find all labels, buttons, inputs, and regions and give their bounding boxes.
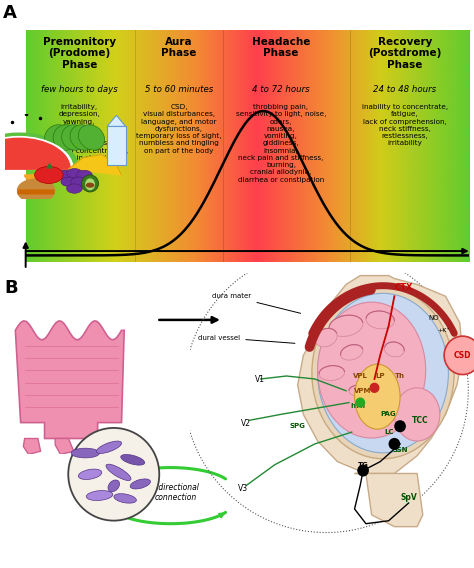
Text: LP: LP — [375, 373, 385, 379]
Circle shape — [66, 169, 82, 178]
Polygon shape — [15, 321, 124, 438]
Text: V3: V3 — [238, 484, 248, 493]
Text: VPL: VPL — [353, 373, 368, 379]
Circle shape — [395, 421, 405, 432]
Text: A: A — [3, 4, 17, 22]
Ellipse shape — [70, 125, 96, 150]
Circle shape — [444, 336, 474, 374]
Ellipse shape — [53, 125, 79, 150]
Circle shape — [356, 398, 365, 407]
Ellipse shape — [78, 469, 102, 479]
Ellipse shape — [130, 479, 150, 489]
Circle shape — [370, 383, 379, 392]
Ellipse shape — [71, 448, 100, 458]
Circle shape — [389, 438, 400, 449]
Text: 5 to 60 minutes: 5 to 60 minutes — [145, 85, 213, 94]
Text: NO: NO — [428, 315, 439, 321]
Circle shape — [358, 465, 368, 476]
Polygon shape — [355, 474, 423, 527]
Polygon shape — [25, 176, 56, 193]
Text: dural vessel: dural vessel — [198, 335, 295, 343]
Wedge shape — [18, 191, 55, 202]
Polygon shape — [107, 115, 126, 126]
Text: Bidirectional
connection: Bidirectional connection — [151, 483, 200, 502]
Text: CSD,
visual disturbances,
language, and motor
dysfunctions,
temporary loss of si: CSD, visual disturbances, language, and … — [136, 104, 222, 153]
Polygon shape — [23, 438, 41, 454]
Ellipse shape — [45, 125, 70, 150]
Circle shape — [35, 166, 63, 183]
Polygon shape — [25, 175, 56, 192]
Ellipse shape — [366, 311, 394, 329]
Polygon shape — [298, 275, 463, 474]
Text: 4 to 72 hours: 4 to 72 hours — [252, 85, 310, 94]
Circle shape — [61, 177, 76, 186]
Text: CSD: CSD — [454, 351, 471, 360]
Ellipse shape — [82, 175, 99, 192]
Text: Aura
Phase: Aura Phase — [161, 36, 197, 58]
Ellipse shape — [349, 385, 372, 396]
Ellipse shape — [319, 366, 345, 381]
FancyBboxPatch shape — [107, 126, 126, 165]
Ellipse shape — [85, 178, 95, 190]
Ellipse shape — [340, 345, 363, 360]
Circle shape — [66, 184, 82, 193]
Ellipse shape — [318, 293, 448, 453]
Text: hTh: hTh — [350, 403, 365, 408]
Circle shape — [68, 428, 159, 521]
Text: LC: LC — [384, 429, 393, 435]
Text: TCC: TCC — [411, 416, 428, 425]
Wedge shape — [0, 138, 70, 169]
Ellipse shape — [329, 315, 363, 336]
Ellipse shape — [108, 480, 119, 492]
Ellipse shape — [121, 454, 145, 465]
Circle shape — [71, 177, 86, 186]
Polygon shape — [55, 438, 74, 454]
Ellipse shape — [318, 302, 426, 438]
Text: inability to concentrate,
fatigue,
lack of comprehension,
neck stiffness,
restle: inability to concentrate, fatigue, lack … — [362, 104, 448, 147]
Wedge shape — [18, 179, 55, 190]
Ellipse shape — [114, 494, 137, 503]
Ellipse shape — [78, 125, 105, 150]
Circle shape — [76, 170, 92, 179]
Text: few hours to days: few hours to days — [41, 85, 118, 94]
FancyBboxPatch shape — [18, 190, 55, 194]
Text: CTX: CTX — [394, 283, 413, 293]
Ellipse shape — [384, 342, 404, 357]
Text: TG: TG — [358, 462, 368, 467]
Text: Premonitory
(Prodome)
Phase: Premonitory (Prodome) Phase — [43, 36, 116, 70]
Polygon shape — [69, 154, 121, 175]
Circle shape — [56, 170, 72, 179]
Text: +K⁺: +K⁺ — [437, 328, 450, 333]
Ellipse shape — [355, 364, 400, 429]
Ellipse shape — [86, 491, 113, 500]
Text: SpV: SpV — [400, 492, 417, 502]
Ellipse shape — [312, 287, 454, 459]
Wedge shape — [0, 133, 79, 169]
Text: 24 to 48 hours: 24 to 48 hours — [374, 85, 437, 94]
Ellipse shape — [97, 441, 121, 453]
Ellipse shape — [394, 388, 440, 441]
Text: Headache
Phase: Headache Phase — [252, 36, 310, 58]
Text: B: B — [5, 278, 18, 296]
Text: Th: Th — [395, 373, 405, 379]
Ellipse shape — [62, 125, 87, 150]
Text: SPG: SPG — [290, 423, 306, 429]
Text: SSN: SSN — [392, 447, 408, 453]
Ellipse shape — [106, 464, 131, 481]
Text: V2: V2 — [241, 419, 251, 428]
Wedge shape — [0, 136, 73, 169]
Text: throbbing pain,
sensitivity to light, noise,
odors,
nausea,
vomiting,
giddiness,: throbbing pain, sensitivity to light, no… — [236, 104, 326, 182]
Text: V1: V1 — [255, 375, 265, 384]
Text: irritability,
depression,
yawning,
nausea,
fatigue,
muscle stiffness,
problems i: irritability, depression, yawning, nause… — [31, 104, 128, 161]
Text: Recovery
(Postdrome)
Phase: Recovery (Postdrome) Phase — [368, 36, 442, 70]
Circle shape — [86, 183, 94, 187]
Text: PAG: PAG — [381, 411, 396, 417]
Text: VPM: VPM — [355, 388, 372, 394]
Text: dura mater: dura mater — [212, 293, 301, 314]
Wedge shape — [0, 139, 69, 169]
Ellipse shape — [315, 328, 337, 347]
